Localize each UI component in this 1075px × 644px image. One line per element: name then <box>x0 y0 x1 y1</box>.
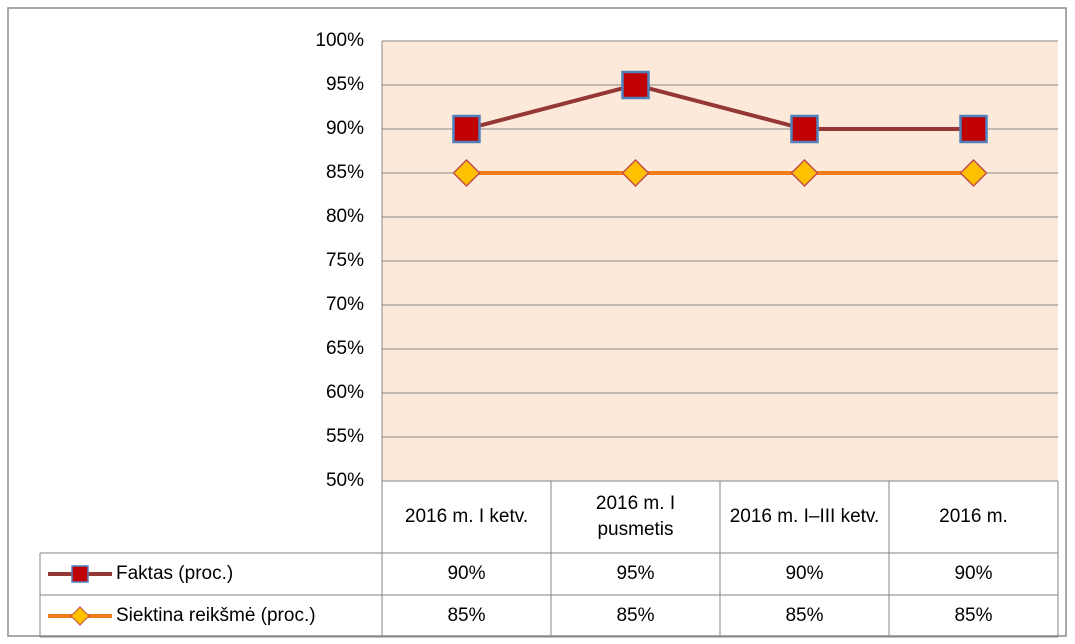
legend-label: Faktas (proc.) <box>116 563 233 584</box>
y-tick-label: 55% <box>326 426 364 447</box>
marker <box>959 158 988 188</box>
category-cell: 2016 m. I pusmetis <box>595 493 676 540</box>
x-tick-label: 2016 m. I pusmetis <box>595 493 676 540</box>
marker <box>452 114 481 144</box>
y-tick-label: 100% <box>315 30 364 51</box>
table-value: 85% <box>616 605 654 626</box>
marker <box>621 70 650 100</box>
marker <box>621 158 650 188</box>
y-tick-label: 90% <box>326 118 364 139</box>
category-cell: 2016 m. <box>939 506 1008 527</box>
table-value: 85% <box>447 605 485 626</box>
y-tick-label: 95% <box>326 74 364 95</box>
y-tick-label: 80% <box>326 206 364 227</box>
table-value: 85% <box>785 605 823 626</box>
table-value: 85% <box>954 605 992 626</box>
category-cell: 2016 m. I ketv. <box>404 506 529 527</box>
table-value: 90% <box>954 563 992 584</box>
legend-marker <box>71 565 89 583</box>
category-cell: 2016 m. I–III ketv. <box>729 506 880 527</box>
x-tick-label: 2016 m. I ketv. <box>404 506 529 527</box>
x-tick-label: 2016 m. I–III ketv. <box>729 506 880 527</box>
y-tick-label: 65% <box>326 338 364 359</box>
y-tick-label: 50% <box>326 470 364 491</box>
marker <box>452 158 481 188</box>
marker <box>790 158 819 188</box>
marker <box>790 114 819 144</box>
table-value: 90% <box>447 563 485 584</box>
y-tick-label: 60% <box>326 382 364 403</box>
series-line <box>465 82 974 131</box>
table-value: 90% <box>785 563 823 584</box>
y-tick-label: 70% <box>326 294 364 315</box>
table-value: 95% <box>616 563 654 584</box>
legend-label: Siektina reikšmė (proc.) <box>116 605 316 626</box>
x-tick-label: 2016 m. <box>939 506 1008 527</box>
y-tick-label: 85% <box>326 162 364 183</box>
marker <box>959 114 988 144</box>
y-tick-label: 75% <box>326 250 364 271</box>
legend-marker <box>70 606 90 626</box>
